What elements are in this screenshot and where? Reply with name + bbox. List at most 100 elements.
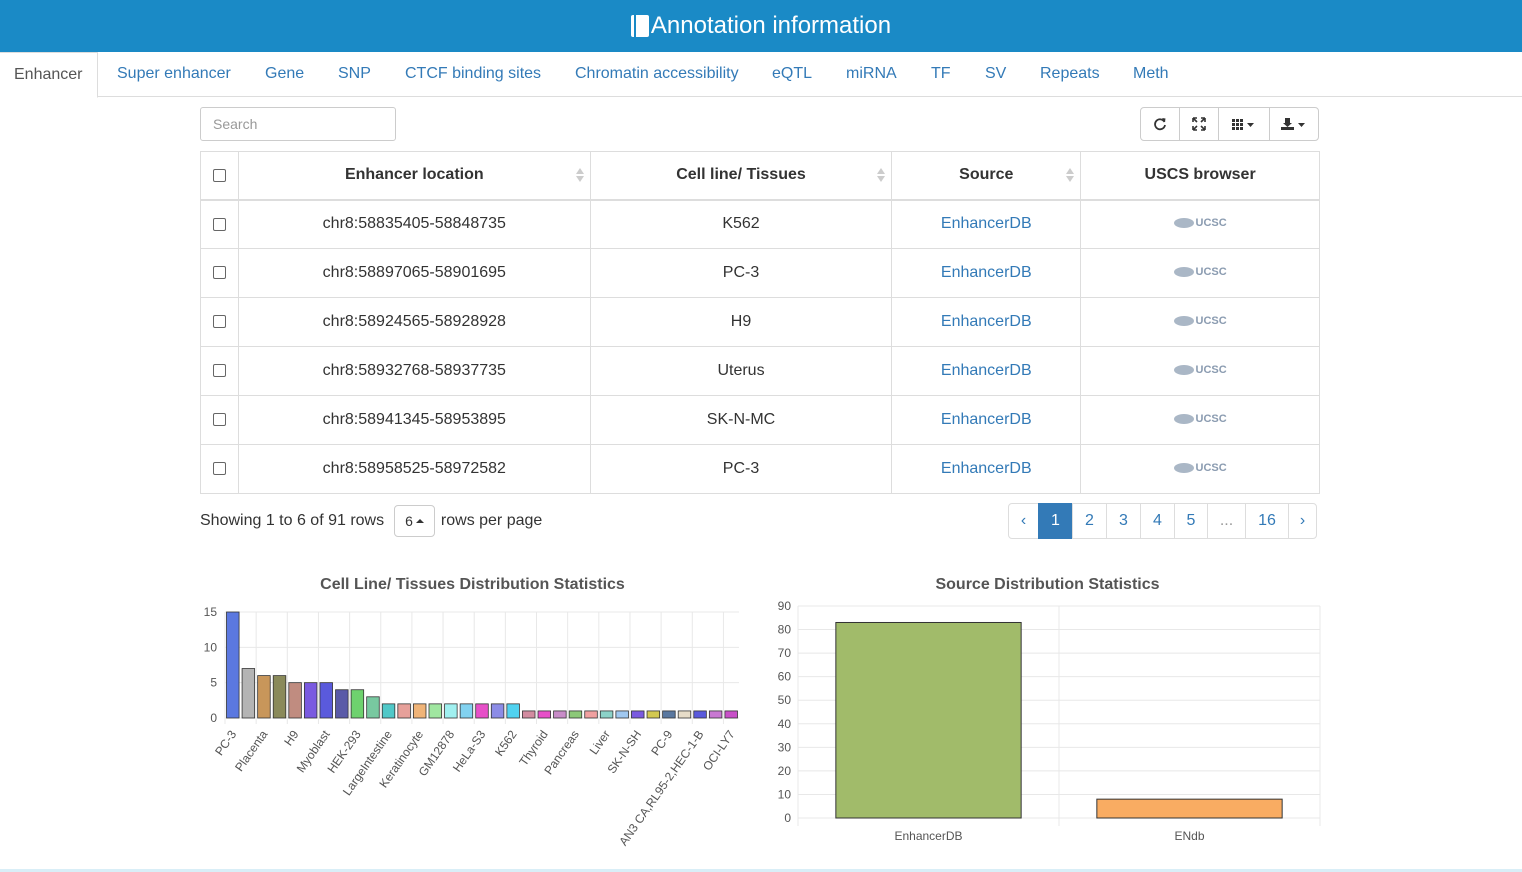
tab-mirna[interactable]: miRNA bbox=[846, 65, 897, 82]
sort-icon bbox=[877, 167, 886, 183]
page-button-1[interactable]: 1 bbox=[1038, 503, 1073, 539]
ucsc-logo-text: UCSC bbox=[1195, 217, 1227, 230]
ucsc-logo-text: UCSC bbox=[1195, 413, 1227, 425]
page-next-button[interactable]: › bbox=[1288, 503, 1317, 539]
ucsc-browser-link[interactable]: UCSC bbox=[1173, 315, 1227, 327]
bar bbox=[568, 710, 583, 719]
bar bbox=[835, 621, 1022, 819]
header-cell-line[interactable]: Cell line/ Tissues bbox=[589, 151, 893, 201]
source-link[interactable]: EnhancerDB bbox=[940, 411, 1032, 428]
tab-meth[interactable]: Meth bbox=[1133, 65, 1169, 82]
x-tick-label: Placenta bbox=[232, 727, 270, 774]
row-checkbox[interactable] bbox=[212, 266, 226, 280]
source-link[interactable]: EnhancerDB bbox=[940, 313, 1032, 330]
page-button-2[interactable]: 2 bbox=[1072, 503, 1107, 539]
bar bbox=[537, 710, 551, 719]
page-button-5[interactable]: 5 bbox=[1174, 503, 1208, 539]
ucsc-browser-link[interactable]: UCSC bbox=[1173, 266, 1227, 278]
row-checkbox[interactable] bbox=[212, 364, 226, 378]
tab-repeats[interactable]: Repeats bbox=[1040, 65, 1100, 82]
ucsc-browser-link[interactable]: UCSC bbox=[1173, 413, 1227, 425]
ucsc-logo-text: UCSC bbox=[1195, 315, 1227, 327]
ucsc-browser-link[interactable]: UCSC bbox=[1173, 217, 1227, 230]
tab-tf[interactable]: TF bbox=[931, 65, 951, 82]
tab-eqtl[interactable]: eQTL bbox=[772, 65, 813, 82]
tab-gene[interactable]: Gene bbox=[265, 65, 305, 82]
row-checkbox[interactable] bbox=[212, 462, 226, 476]
row-checkbox[interactable] bbox=[212, 217, 226, 231]
browser-cell: UCSC bbox=[1080, 248, 1320, 298]
refresh-button[interactable] bbox=[1140, 107, 1180, 141]
ucsc-globe-icon bbox=[1173, 365, 1194, 375]
bar bbox=[631, 710, 645, 719]
browser-cell: UCSC bbox=[1080, 395, 1320, 445]
row-checkbox[interactable] bbox=[212, 315, 226, 329]
export-button[interactable] bbox=[1269, 107, 1319, 141]
bar bbox=[303, 682, 318, 719]
source-link[interactable]: EnhancerDB bbox=[940, 460, 1032, 477]
page-button-3[interactable]: 3 bbox=[1106, 503, 1141, 539]
y-tick-label: 0 bbox=[210, 711, 217, 725]
tab-ctcf[interactable]: CTCF binding sites bbox=[405, 65, 542, 82]
bar bbox=[335, 689, 349, 719]
ucsc-browser-link[interactable]: UCSC bbox=[1173, 462, 1227, 474]
cell-line-cell: PC-3 bbox=[589, 248, 893, 298]
tab-enhancer[interactable]: Enhancer bbox=[0, 52, 98, 98]
ucsc-browser-link[interactable]: UCSC bbox=[1173, 364, 1227, 376]
row-select-cell bbox=[200, 199, 239, 249]
source-link[interactable]: EnhancerDB bbox=[940, 264, 1032, 281]
columns-button[interactable] bbox=[1218, 107, 1270, 141]
x-tick-label: HeLa-S3 bbox=[450, 727, 489, 774]
header-source[interactable]: Source bbox=[891, 151, 1082, 201]
source-cell: EnhancerDB bbox=[891, 297, 1082, 347]
page-prev-button[interactable]: ‹ bbox=[1008, 503, 1039, 539]
enhancer-table: Enhancer location Cell line/ Tissues Sou… bbox=[200, 151, 1320, 494]
header-bar: Annotation information bbox=[0, 0, 1522, 52]
page-button-16[interactable]: 16 bbox=[1245, 503, 1289, 539]
enhancer-location-cell: chr8:58958525-58972582 bbox=[237, 444, 591, 494]
tab-sv[interactable]: SV bbox=[985, 65, 1007, 82]
x-tick-label: H9 bbox=[281, 727, 301, 748]
header-label: Source bbox=[959, 166, 1014, 184]
enhancer-location-cell: chr8:58932768-58937735 bbox=[237, 346, 591, 396]
cell-line-cell: Uterus bbox=[589, 346, 893, 396]
search-input[interactable] bbox=[200, 107, 396, 141]
x-tick-label: Liver bbox=[587, 728, 613, 757]
ucsc-globe-icon bbox=[1173, 463, 1194, 473]
source-link[interactable]: EnhancerDB bbox=[940, 362, 1032, 379]
browser-cell: UCSC bbox=[1080, 444, 1320, 494]
source-cell: EnhancerDB bbox=[891, 444, 1082, 494]
tab-super-enhancer[interactable]: Super enhancer bbox=[117, 65, 231, 82]
bar bbox=[272, 675, 287, 719]
tab-snp[interactable]: SNP bbox=[338, 65, 371, 82]
ucsc-logo-text: UCSC bbox=[1195, 266, 1227, 278]
y-tick-label: 50 bbox=[778, 693, 792, 707]
select-all-checkbox[interactable] bbox=[212, 168, 226, 182]
bar bbox=[677, 710, 692, 719]
ucsc-globe-icon bbox=[1173, 218, 1194, 229]
fullscreen-button[interactable] bbox=[1179, 107, 1219, 141]
row-checkbox[interactable] bbox=[212, 413, 226, 427]
y-tick-label: 70 bbox=[778, 646, 792, 660]
footer-divider bbox=[0, 869, 1522, 872]
table-row: chr8:58941345-58953895 SK-N-MC EnhancerDB U… bbox=[200, 395, 1320, 445]
source-link[interactable]: EnhancerDB bbox=[940, 215, 1032, 233]
bar bbox=[708, 710, 723, 719]
tab-chromatin-accessibility[interactable]: Chromatin accessibility bbox=[575, 65, 739, 82]
bar bbox=[397, 703, 411, 719]
book-icon bbox=[630, 15, 649, 37]
y-tick-label: 60 bbox=[778, 670, 792, 684]
bar bbox=[475, 703, 489, 719]
page-size-dropdown[interactable]: 6 bbox=[394, 505, 435, 537]
page-ellipsis: ... bbox=[1207, 503, 1246, 539]
sort-icon bbox=[1066, 167, 1075, 183]
bar bbox=[506, 703, 520, 719]
cell-line-cell: PC-3 bbox=[589, 444, 893, 494]
header-enhancer-location[interactable]: Enhancer location bbox=[237, 151, 591, 201]
bar bbox=[522, 710, 536, 719]
bar bbox=[444, 703, 458, 719]
cell-line-cell: H9 bbox=[589, 297, 893, 347]
table-row: chr8:58835405-58848735 K562 EnhancerDB UCSC bbox=[200, 199, 1320, 249]
page-button-4[interactable]: 4 bbox=[1140, 503, 1175, 539]
